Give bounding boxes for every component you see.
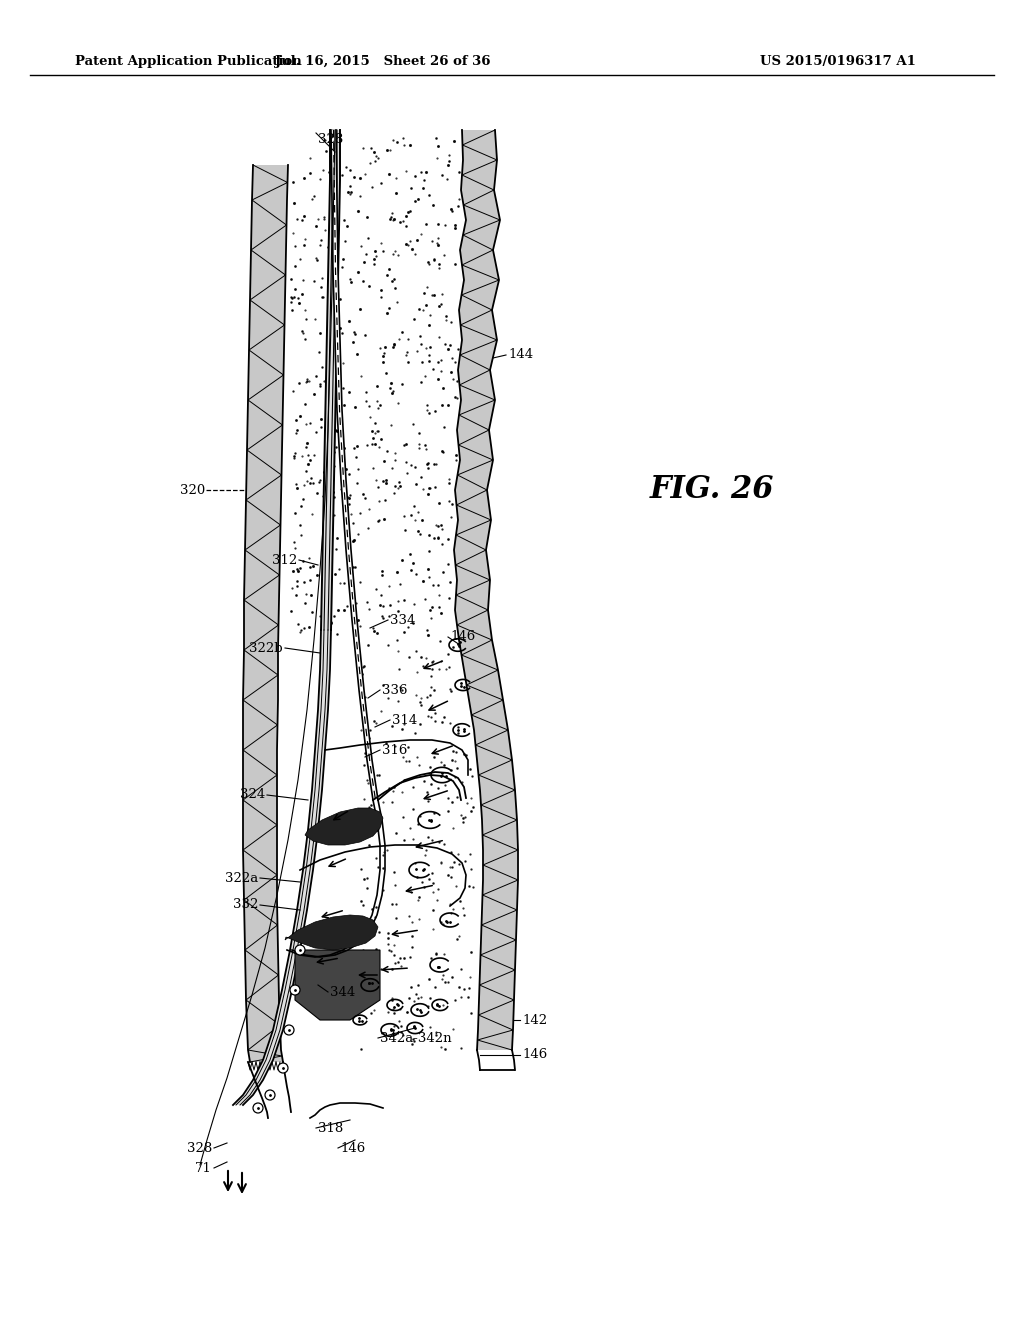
Text: 328: 328 <box>186 1142 212 1155</box>
Text: 336: 336 <box>382 684 408 697</box>
Circle shape <box>278 1063 288 1073</box>
Circle shape <box>253 1104 263 1113</box>
Text: FIG. 26: FIG. 26 <box>650 474 774 506</box>
Text: 316: 316 <box>382 743 408 756</box>
Text: 322a: 322a <box>224 871 258 884</box>
Text: Jul. 16, 2015   Sheet 26 of 36: Jul. 16, 2015 Sheet 26 of 36 <box>275 55 490 69</box>
Polygon shape <box>243 165 288 1063</box>
Polygon shape <box>454 129 518 1049</box>
Text: 312: 312 <box>271 553 297 566</box>
Text: 320: 320 <box>180 483 205 496</box>
Polygon shape <box>331 129 378 800</box>
Circle shape <box>290 985 300 995</box>
Text: Patent Application Publication: Patent Application Publication <box>75 55 302 69</box>
Polygon shape <box>278 129 463 635</box>
Text: 146: 146 <box>450 631 475 644</box>
Text: 146: 146 <box>340 1142 366 1155</box>
Polygon shape <box>305 808 383 845</box>
Text: 314: 314 <box>392 714 417 726</box>
Text: 324: 324 <box>240 788 265 801</box>
Text: 344: 344 <box>330 986 355 998</box>
Circle shape <box>284 1026 294 1035</box>
Polygon shape <box>321 129 340 630</box>
Polygon shape <box>233 630 331 1105</box>
Text: 332: 332 <box>232 899 258 912</box>
Text: 144: 144 <box>508 348 534 362</box>
Polygon shape <box>285 915 378 950</box>
Circle shape <box>295 945 305 954</box>
Text: 328: 328 <box>318 133 343 147</box>
Circle shape <box>265 1090 275 1100</box>
Text: 342a-342n: 342a-342n <box>380 1031 452 1044</box>
Text: US 2015/0196317 A1: US 2015/0196317 A1 <box>760 55 915 69</box>
Text: 146: 146 <box>522 1048 547 1061</box>
Text: 142: 142 <box>522 1014 547 1027</box>
Text: 322b: 322b <box>250 642 283 655</box>
Text: 318: 318 <box>318 1122 343 1134</box>
Polygon shape <box>295 950 380 1020</box>
Text: 71: 71 <box>196 1162 212 1175</box>
Text: 334: 334 <box>390 614 416 627</box>
